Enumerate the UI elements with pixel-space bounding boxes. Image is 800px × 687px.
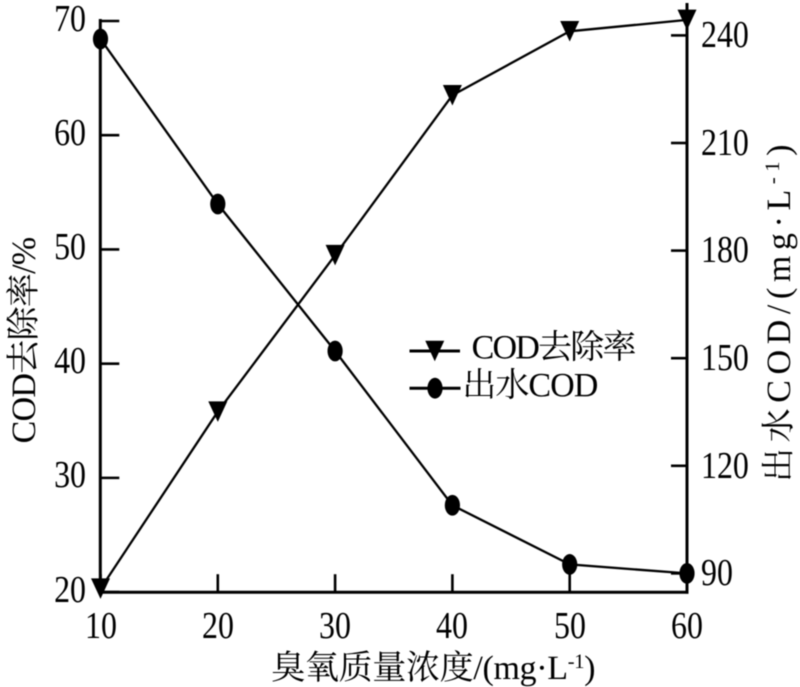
series-0-marker <box>325 244 345 266</box>
y-right-tick-label: 120 <box>701 444 749 487</box>
y-right-tick-label: 150 <box>701 337 749 379</box>
series-1-marker <box>210 193 226 215</box>
series-1-marker <box>562 554 578 575</box>
series-1-marker <box>92 28 109 50</box>
y-left-tick-label: 40 <box>54 340 87 383</box>
legend-label-cod-removal <box>473 329 635 362</box>
series-line-1 <box>99 38 688 575</box>
x-axis-label <box>272 650 594 687</box>
series-0-marker <box>91 578 110 599</box>
y-right-tick-label: 180 <box>701 229 749 272</box>
x-tick-label: 40 <box>436 605 469 647</box>
x-tick-label: 10 <box>84 605 117 647</box>
y-right-tick-label: 210 <box>701 121 749 164</box>
series-0-marker <box>560 21 580 42</box>
x-tick-label: 50 <box>553 605 586 647</box>
x-tick-label: 30 <box>319 605 352 647</box>
x-tick-label: 20 <box>201 605 234 647</box>
x-tick-label: 60 <box>671 605 703 647</box>
y-left-tick-label: 50 <box>54 225 87 268</box>
series-0-marker <box>677 9 697 31</box>
series-0-marker <box>208 401 228 422</box>
y-left-tick-label: 20 <box>54 568 87 611</box>
y-left-tick-label: 70 <box>54 0 87 40</box>
series-1-marker <box>444 494 460 516</box>
y-right-tick-label: 240 <box>701 14 749 57</box>
series-1-marker <box>679 563 695 584</box>
series-0-marker <box>442 84 462 106</box>
y-axis-label-right <box>761 146 798 479</box>
legend-marker-0 <box>425 340 445 362</box>
y-left-tick-label: 30 <box>54 454 87 497</box>
series-line-0 <box>99 18 688 590</box>
series-1-marker <box>327 340 343 362</box>
legend-label-effluent-cod <box>465 367 597 399</box>
y-left-tick-label: 60 <box>54 111 87 154</box>
y-right-tick-label: 90 <box>701 552 733 595</box>
legend-marker-1 <box>427 377 443 399</box>
y-axis-label-left <box>6 238 38 442</box>
